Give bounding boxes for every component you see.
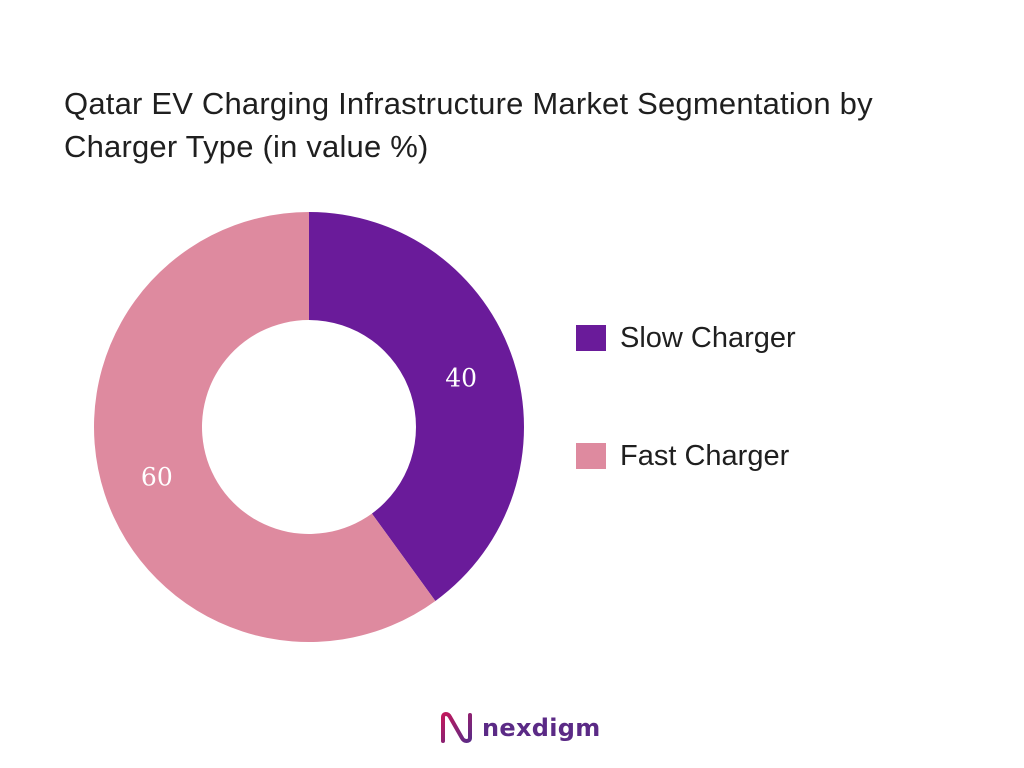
data-label-slow-charger: 40 [445, 364, 477, 393]
nexdigm-logo-icon [441, 712, 472, 743]
legend-label-fast-charger: Fast Charger [620, 439, 790, 472]
chart-title: Qatar EV Charging Infrastructure Market … [64, 86, 873, 164]
legend-item-slow-charger: Slow Charger [576, 318, 796, 358]
legend-swatch-slow-charger [576, 325, 606, 351]
legend-label-slow-charger: Slow Charger [620, 321, 796, 354]
brand-logo: nexdigm [440, 708, 601, 748]
legend-swatch-fast-charger [576, 443, 606, 469]
legend: Slow Charger Fast Charger [576, 318, 796, 554]
slice-fast-charger [94, 212, 436, 642]
legend-item-fast-charger: Fast Charger [576, 436, 796, 476]
data-label-fast-charger: 60 [141, 462, 173, 491]
brand-name: nexdigm [482, 714, 601, 742]
slice-slow-charger [309, 212, 525, 601]
